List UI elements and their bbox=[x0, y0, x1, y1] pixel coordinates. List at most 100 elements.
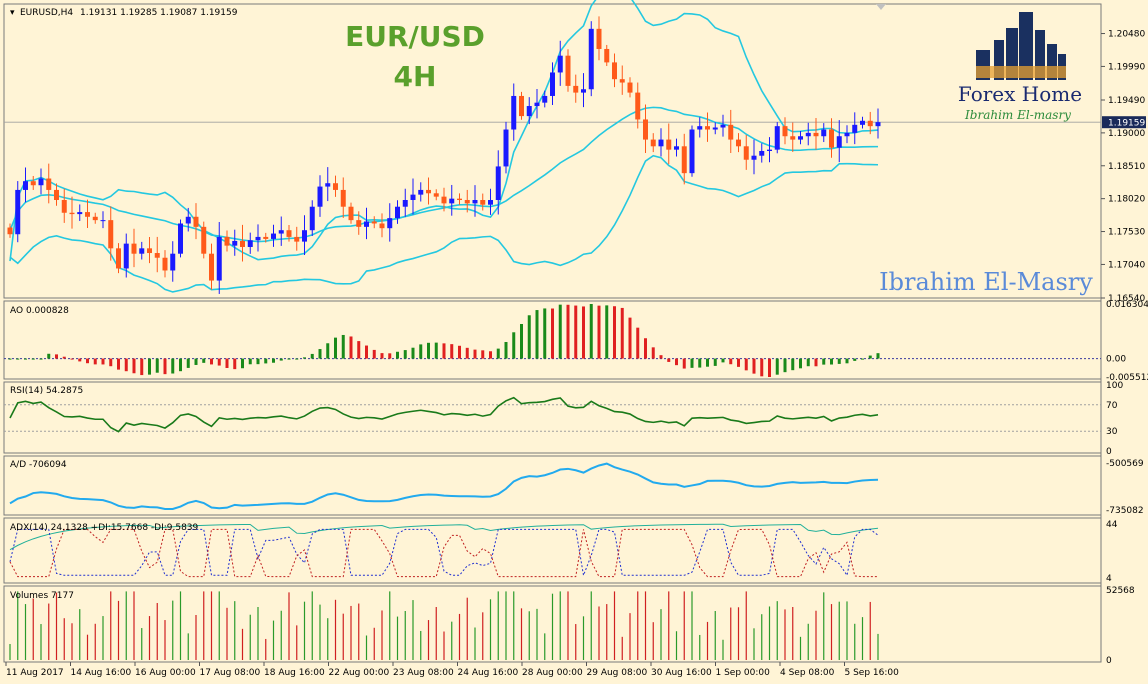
ad-tick-label: -500569 bbox=[1106, 459, 1144, 469]
ao-bar bbox=[318, 349, 322, 359]
candle-body bbox=[643, 119, 648, 140]
y-axis-ticks: 1.20480 1.19990 1.19490 1.19000 1.18510 1.180… bbox=[1101, 30, 1148, 666]
brand-name: Forex Home bbox=[958, 82, 1082, 106]
ao-bar bbox=[132, 358, 136, 374]
ao-bar bbox=[628, 317, 632, 359]
ao-bar bbox=[861, 358, 864, 360]
time-tick-label: 1 Sep 00:00 bbox=[716, 668, 771, 678]
candle-body bbox=[720, 124, 726, 128]
price-tick-label: 1.17040 bbox=[1108, 260, 1145, 270]
candle-body bbox=[495, 166, 501, 200]
candle-body bbox=[85, 212, 90, 217]
candle-body bbox=[69, 212, 75, 215]
ao-bar bbox=[706, 358, 709, 367]
volume-tick-label: 0 bbox=[1106, 656, 1112, 666]
ao-bar bbox=[365, 345, 368, 359]
candle-body bbox=[666, 139, 672, 150]
ao-bar bbox=[186, 358, 190, 368]
candle-body bbox=[550, 72, 555, 96]
time-tick-label: 11 Aug 2017 bbox=[6, 668, 64, 678]
ao-bar bbox=[179, 358, 182, 372]
candle-body bbox=[61, 200, 67, 213]
candle-body bbox=[209, 253, 214, 281]
shift-marker-icon[interactable] bbox=[876, 4, 886, 10]
time-tick-label: 29 Aug 08:00 bbox=[587, 668, 648, 678]
ao-bar bbox=[543, 308, 547, 359]
candle-body bbox=[317, 186, 323, 207]
candle-body bbox=[449, 198, 455, 204]
ao-tick-label: 0.00 bbox=[1106, 355, 1126, 365]
ao-bar bbox=[326, 343, 330, 359]
candle-body bbox=[387, 218, 393, 229]
brand-author: Ibrahim El-masry bbox=[964, 108, 1071, 122]
time-tick-label: 4 Sep 08:00 bbox=[780, 668, 835, 678]
bollinger-lower-band bbox=[9, 154, 879, 293]
candle-body bbox=[123, 243, 129, 269]
time-tick-label: 14 Aug 16:00 bbox=[71, 668, 132, 678]
candle-body bbox=[116, 248, 121, 269]
ao-bar bbox=[93, 358, 97, 365]
candle-body bbox=[728, 124, 734, 140]
ao-bar bbox=[411, 347, 415, 359]
ao-bar bbox=[558, 304, 562, 359]
ao-bar bbox=[101, 358, 105, 365]
ao-bar bbox=[597, 305, 601, 359]
ao-bar bbox=[24, 358, 27, 360]
candle-body bbox=[224, 236, 230, 246]
price-tick-label: 1.18510 bbox=[1108, 162, 1145, 172]
ao-bar bbox=[171, 358, 175, 374]
ao-bar bbox=[806, 358, 810, 367]
ao-bar bbox=[791, 358, 795, 371]
collapse-arrow-icon[interactable]: ▾ bbox=[10, 8, 15, 18]
candle-body bbox=[674, 146, 679, 150]
ao-bar bbox=[853, 358, 857, 361]
ao-bar bbox=[357, 341, 361, 359]
candle-body bbox=[767, 149, 772, 151]
candle-body bbox=[813, 132, 819, 137]
ao-bar bbox=[620, 307, 624, 359]
time-tick-label: 30 Aug 16:00 bbox=[651, 668, 712, 678]
panel-frames bbox=[3, 3, 1102, 663]
candle-body bbox=[588, 28, 594, 90]
candle-body bbox=[511, 95, 517, 130]
candle-body bbox=[193, 216, 199, 227]
ao-bar bbox=[140, 358, 144, 376]
adx-lines bbox=[9, 523, 879, 578]
ao-bar bbox=[78, 358, 82, 362]
candle-body bbox=[38, 178, 44, 186]
ao-bar bbox=[481, 350, 485, 359]
candle-body bbox=[294, 236, 300, 242]
ao-bar bbox=[589, 304, 593, 359]
candle-body bbox=[147, 248, 152, 254]
rsi-tick-label: 100 bbox=[1106, 381, 1123, 391]
ao-bar bbox=[31, 358, 35, 360]
ao-tick-label: -0.005512 bbox=[1106, 373, 1148, 383]
ao-bar bbox=[613, 306, 616, 359]
candle-body bbox=[340, 189, 346, 207]
ao-bar bbox=[264, 358, 268, 364]
ao-bar bbox=[713, 358, 717, 366]
ao-bar bbox=[644, 338, 647, 359]
ao-bar bbox=[272, 358, 275, 363]
candle-body bbox=[565, 55, 571, 86]
ao-bar bbox=[690, 358, 694, 368]
ao-bar bbox=[372, 349, 376, 359]
ao-bar bbox=[403, 350, 407, 359]
candle-body bbox=[650, 139, 656, 147]
current-price-label: 1.19159 bbox=[1108, 119, 1145, 129]
candle-body bbox=[216, 236, 222, 281]
time-tick-label: 22 Aug 00:00 bbox=[329, 668, 390, 678]
candle-body bbox=[596, 28, 602, 49]
ao-bar bbox=[210, 358, 213, 365]
candle-body bbox=[472, 200, 478, 204]
rsi-series-line bbox=[9, 396, 879, 433]
rsi-line bbox=[9, 396, 879, 433]
ad-line bbox=[9, 462, 879, 510]
ao-bar bbox=[721, 358, 725, 363]
candle-body bbox=[480, 200, 486, 205]
ao-bar bbox=[55, 354, 58, 359]
ao-bar bbox=[868, 355, 872, 359]
candle-body bbox=[46, 178, 52, 190]
candle-body bbox=[627, 82, 633, 93]
